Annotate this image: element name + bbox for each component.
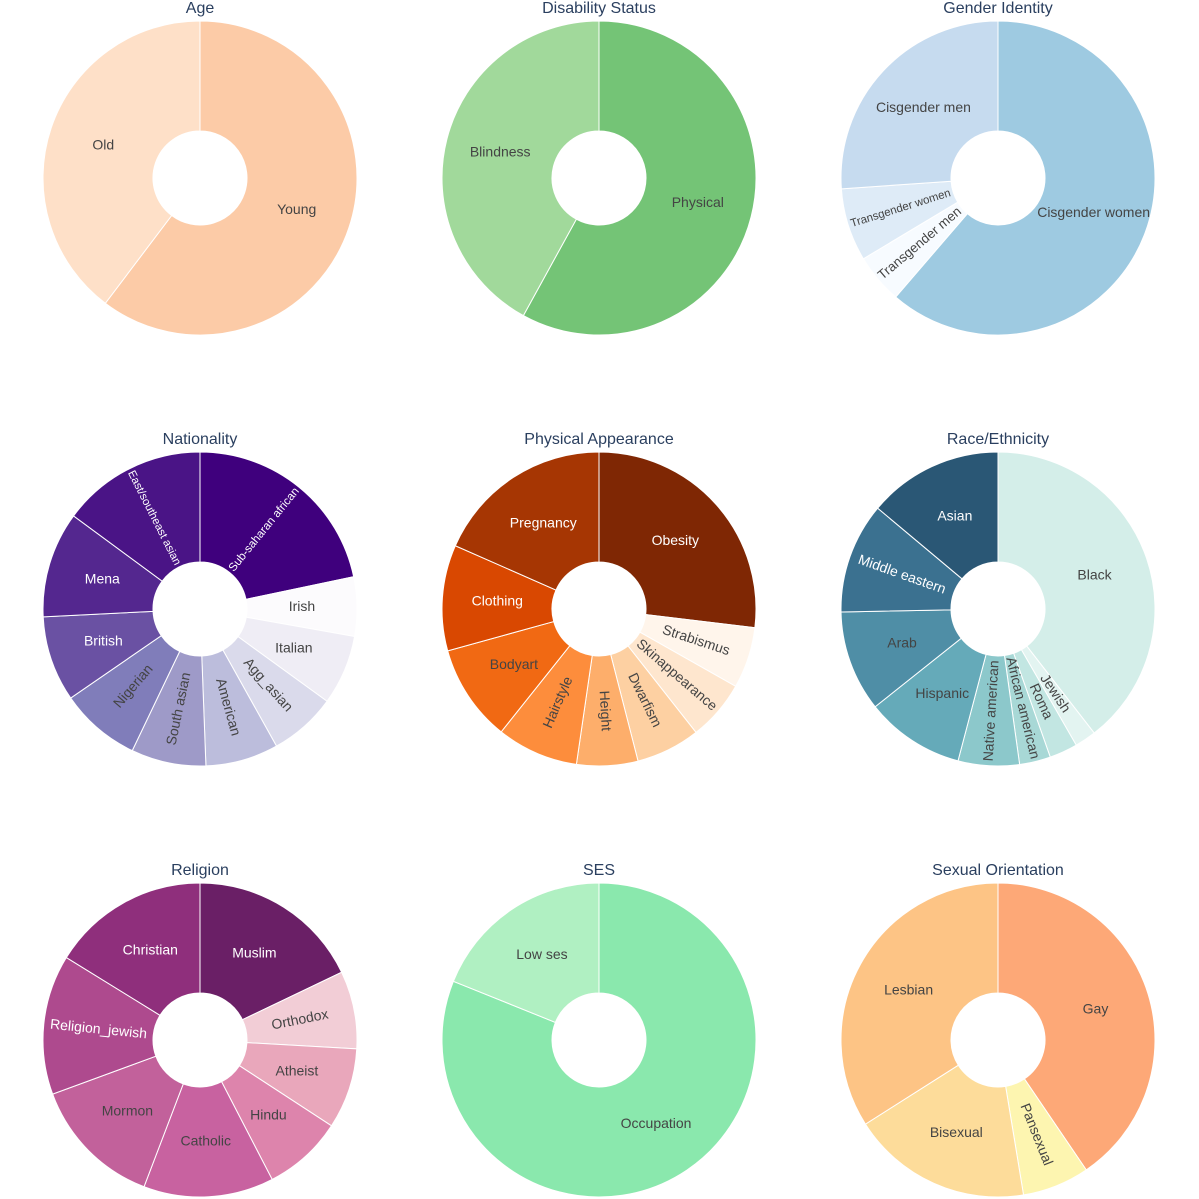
donut-chart: Disability Status Physical Blindness (441, 0, 757, 336)
donut-chart: Age Young Old (42, 0, 358, 336)
slice-label: Asian (937, 507, 972, 523)
slice-label: Hispanic (915, 685, 969, 701)
slice-label: Obesity (652, 532, 699, 548)
chart-title: Age (186, 0, 215, 17)
slice-label: Christian (123, 942, 178, 958)
donut-slice (441, 545, 557, 652)
slice-label: Arab (887, 634, 917, 650)
donut-slice (997, 451, 1156, 734)
chart-title: Nationality (163, 431, 238, 448)
donut-slice (72, 451, 201, 582)
slice-label: Muslim (232, 944, 276, 960)
donut-slice (441, 882, 757, 1198)
donut-slice (598, 451, 757, 629)
slice-label: British (84, 632, 123, 648)
slice-label: Gay (1083, 1001, 1109, 1017)
slice-label: Pregnancy (510, 514, 577, 530)
chart-title: Physical Appearance (524, 431, 674, 448)
slice-label: Physical (672, 194, 724, 210)
slice-label: Mormon (102, 1102, 153, 1118)
donut-slice (104, 20, 358, 336)
donut-slice (454, 451, 600, 591)
donut-slice (143, 1081, 273, 1198)
donut-chart: ReligionMuslimOrthodoxAtheistHinduCathol… (42, 862, 358, 1198)
slice-label: Mena (85, 570, 120, 586)
donut-chart: Physical AppearanceObesityStrabismusSkin… (441, 431, 757, 767)
donut-slice (840, 882, 999, 1125)
slice-label: Atheist (276, 1063, 319, 1079)
slice-label: Cisgender women (1037, 204, 1150, 220)
donut-chart: SES Occupation Low ses (441, 862, 757, 1198)
donut-slice (894, 20, 1156, 336)
chart-title: Disability Status (542, 0, 656, 17)
donut-slice (199, 882, 343, 1021)
donut-slice (42, 515, 163, 618)
slice-label: Black (1077, 567, 1112, 583)
slice-label: Occupation (621, 1115, 692, 1131)
donut-slice (199, 451, 355, 600)
slice-label: Blindness (470, 143, 531, 159)
slice-label: Cisgender men (876, 99, 971, 115)
chart-title: Race/Ethnicity (947, 431, 1049, 448)
donut-slice (997, 882, 1156, 1171)
slice-label: Low ses (516, 946, 567, 962)
slice-label: Italian (275, 640, 312, 656)
slice-label: Bodyart (490, 656, 538, 672)
donut-slice (876, 451, 999, 580)
donut-slice (42, 20, 201, 304)
chart-title: Religion (171, 862, 229, 879)
slice-label: Irish (289, 598, 315, 614)
slice-label: Old (92, 136, 114, 152)
chart-title: Gender Identity (943, 0, 1052, 17)
donut-slice (65, 882, 201, 1017)
donut-slice (42, 956, 161, 1095)
slice-label: Native american (980, 660, 1002, 762)
donut-slice (452, 882, 600, 1024)
donut-slice (522, 20, 757, 336)
chart-title: SES (583, 862, 615, 879)
donut-slice (51, 1055, 184, 1188)
slice-label: Catholic (180, 1133, 231, 1149)
donut-slice (840, 20, 999, 190)
slice-label: Young (277, 201, 316, 217)
donut-slice (864, 1064, 1025, 1198)
slice-label: Lesbian (884, 982, 933, 998)
donut-slice (840, 507, 963, 613)
donut-chart: Sexual OrientationGayPansexualBisexualLe… (840, 862, 1156, 1198)
donut-slice (441, 20, 600, 317)
slice-label: Clothing (472, 592, 523, 608)
slice-label: Bisexual (930, 1124, 983, 1140)
chart-title: Sexual Orientation (932, 862, 1064, 879)
slice-label: Hindu (250, 1106, 287, 1122)
slice-label: Height (597, 690, 615, 731)
